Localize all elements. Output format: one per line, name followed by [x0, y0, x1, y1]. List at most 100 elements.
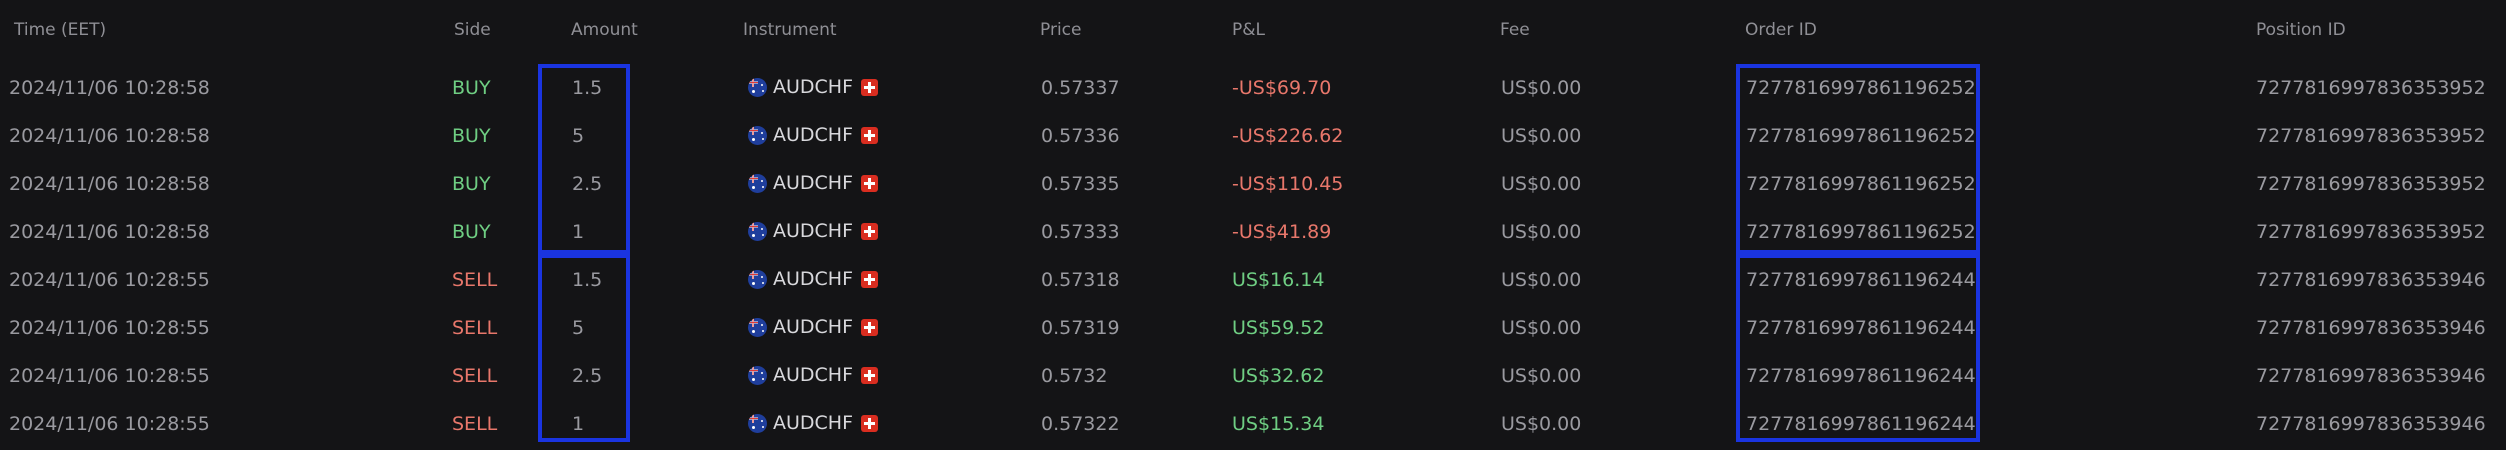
cell-instrument[interactable]: AUDCHF — [748, 220, 879, 242]
switzerland-flag-icon — [861, 366, 879, 384]
cell-position-id[interactable]: 7277816997836353946 — [2256, 413, 2486, 435]
table-row[interactable]: 2024/11/06 10:28:58 BUY 1.5 AUDCHF 0.57337 -U… — [0, 64, 2506, 112]
switzerland-flag-icon — [861, 174, 879, 192]
cell-pnl: -US$41.89 — [1232, 221, 1332, 243]
header-fee[interactable]: Fee — [1500, 20, 1530, 40]
cell-amount: 5 — [572, 125, 585, 147]
cell-instrument[interactable]: AUDCHF — [748, 316, 879, 338]
cell-side: SELL — [452, 365, 498, 387]
cell-order-id[interactable]: 7277816997861196244 — [1746, 269, 1976, 291]
cell-pnl: US$59.52 — [1232, 317, 1325, 339]
cell-price: 0.57336 — [1041, 125, 1120, 147]
cell-time: 2024/11/06 10:28:55 — [9, 317, 210, 339]
cell-fee: US$0.00 — [1501, 173, 1582, 195]
cell-time: 2024/11/06 10:28:55 — [9, 413, 210, 435]
cell-amount: 1 — [572, 221, 585, 243]
cell-amount: 1.5 — [572, 269, 603, 291]
cell-order-id[interactable]: 7277816997861196244 — [1746, 317, 1976, 339]
cell-time: 2024/11/06 10:28:58 — [9, 77, 210, 99]
table-row[interactable]: 2024/11/06 10:28:58 BUY 2.5 AUDCHF 0.57335 -U… — [0, 160, 2506, 208]
table-row[interactable]: 2024/11/06 10:28:55 SELL 1 AUDCHF 0.57322 US$… — [0, 400, 2506, 448]
cell-amount: 1.5 — [572, 77, 603, 99]
cell-order-id[interactable]: 7277816997861196244 — [1746, 365, 1976, 387]
switzerland-flag-icon — [861, 414, 879, 432]
cell-position-id[interactable]: 7277816997836353946 — [2256, 317, 2486, 339]
cell-amount: 2.5 — [572, 365, 603, 387]
header-price[interactable]: Price — [1040, 20, 1082, 40]
header-time[interactable]: Time (EET) — [14, 20, 107, 40]
cell-pnl: -US$226.62 — [1232, 125, 1344, 147]
header-order-id[interactable]: Order ID — [1745, 20, 1817, 40]
header-instrument[interactable]: Instrument — [743, 20, 837, 40]
cell-fee: US$0.00 — [1501, 413, 1582, 435]
australia-flag-icon — [748, 77, 767, 97]
instrument-symbol: AUDCHF — [773, 412, 854, 434]
cell-price: 0.57322 — [1041, 413, 1120, 435]
cell-price: 0.57333 — [1041, 221, 1120, 243]
switzerland-flag-icon — [861, 78, 879, 96]
cell-side: BUY — [452, 77, 491, 99]
australia-flag-icon — [748, 365, 767, 385]
instrument-symbol: AUDCHF — [773, 76, 854, 98]
cell-pnl: US$15.34 — [1232, 413, 1325, 435]
cell-time: 2024/11/06 10:28:55 — [9, 365, 210, 387]
cell-position-id[interactable]: 7277816997836353952 — [2256, 77, 2486, 99]
cell-instrument[interactable]: AUDCHF — [748, 172, 879, 194]
cell-instrument[interactable]: AUDCHF — [748, 412, 879, 434]
cell-instrument[interactable]: AUDCHF — [748, 364, 879, 386]
cell-side: BUY — [452, 221, 491, 243]
cell-price: 0.57318 — [1041, 269, 1120, 291]
table-header: Time (EET) Side Amount Instrument Price … — [0, 0, 2506, 54]
cell-instrument[interactable]: AUDCHF — [748, 268, 879, 290]
cell-order-id[interactable]: 7277816997861196252 — [1746, 77, 1976, 99]
cell-fee: US$0.00 — [1501, 125, 1582, 147]
cell-side: BUY — [452, 173, 491, 195]
cell-pnl: US$16.14 — [1232, 269, 1325, 291]
switzerland-flag-icon — [861, 126, 879, 144]
cell-position-id[interactable]: 7277816997836353952 — [2256, 125, 2486, 147]
cell-fee: US$0.00 — [1501, 77, 1582, 99]
australia-flag-icon — [748, 317, 767, 337]
cell-position-id[interactable]: 7277816997836353952 — [2256, 173, 2486, 195]
australia-flag-icon — [748, 125, 767, 145]
instrument-symbol: AUDCHF — [773, 124, 854, 146]
table-row[interactable]: 2024/11/06 10:28:58 BUY 5 AUDCHF 0.57336 -US$… — [0, 112, 2506, 160]
table-row[interactable]: 2024/11/06 10:28:58 BUY 1 AUDCHF 0.57333 -US$… — [0, 208, 2506, 256]
cell-position-id[interactable]: 7277816997836353946 — [2256, 365, 2486, 387]
cell-position-id[interactable]: 7277816997836353946 — [2256, 269, 2486, 291]
instrument-symbol: AUDCHF — [773, 220, 854, 242]
cell-time: 2024/11/06 10:28:58 — [9, 173, 210, 195]
cell-price: 0.57337 — [1041, 77, 1120, 99]
switzerland-flag-icon — [861, 270, 879, 288]
cell-time: 2024/11/06 10:28:58 — [9, 125, 210, 147]
cell-fee: US$0.00 — [1501, 269, 1582, 291]
australia-flag-icon — [748, 221, 767, 241]
cell-price: 0.5732 — [1041, 365, 1108, 387]
cell-instrument[interactable]: AUDCHF — [748, 76, 879, 98]
cell-side: BUY — [452, 125, 491, 147]
cell-order-id[interactable]: 7277816997861196252 — [1746, 221, 1976, 243]
table-row[interactable]: 2024/11/06 10:28:55 SELL 5 AUDCHF 0.57319 US$… — [0, 304, 2506, 352]
header-amount[interactable]: Amount — [571, 20, 638, 40]
australia-flag-icon — [748, 413, 767, 433]
cell-position-id[interactable]: 7277816997836353952 — [2256, 221, 2486, 243]
cell-time: 2024/11/06 10:28:55 — [9, 269, 210, 291]
cell-pnl: -US$110.45 — [1232, 173, 1344, 195]
cell-time: 2024/11/06 10:28:58 — [9, 221, 210, 243]
cell-price: 0.57319 — [1041, 317, 1120, 339]
cell-price: 0.57335 — [1041, 173, 1120, 195]
header-pnl[interactable]: P&L — [1232, 20, 1265, 40]
cell-amount: 1 — [572, 413, 585, 435]
cell-order-id[interactable]: 7277816997861196252 — [1746, 125, 1976, 147]
cell-instrument[interactable]: AUDCHF — [748, 124, 879, 146]
instrument-symbol: AUDCHF — [773, 316, 854, 338]
cell-order-id[interactable]: 7277816997861196244 — [1746, 413, 1976, 435]
header-position-id[interactable]: Position ID — [2256, 20, 2346, 40]
cell-side: SELL — [452, 317, 498, 339]
header-side[interactable]: Side — [454, 20, 491, 40]
cell-side: SELL — [452, 269, 498, 291]
table-row[interactable]: 2024/11/06 10:28:55 SELL 1.5 AUDCHF 0.57318 U… — [0, 256, 2506, 304]
cell-order-id[interactable]: 7277816997861196252 — [1746, 173, 1976, 195]
table-row[interactable]: 2024/11/06 10:28:55 SELL 2.5 AUDCHF 0.5732 US… — [0, 352, 2506, 400]
